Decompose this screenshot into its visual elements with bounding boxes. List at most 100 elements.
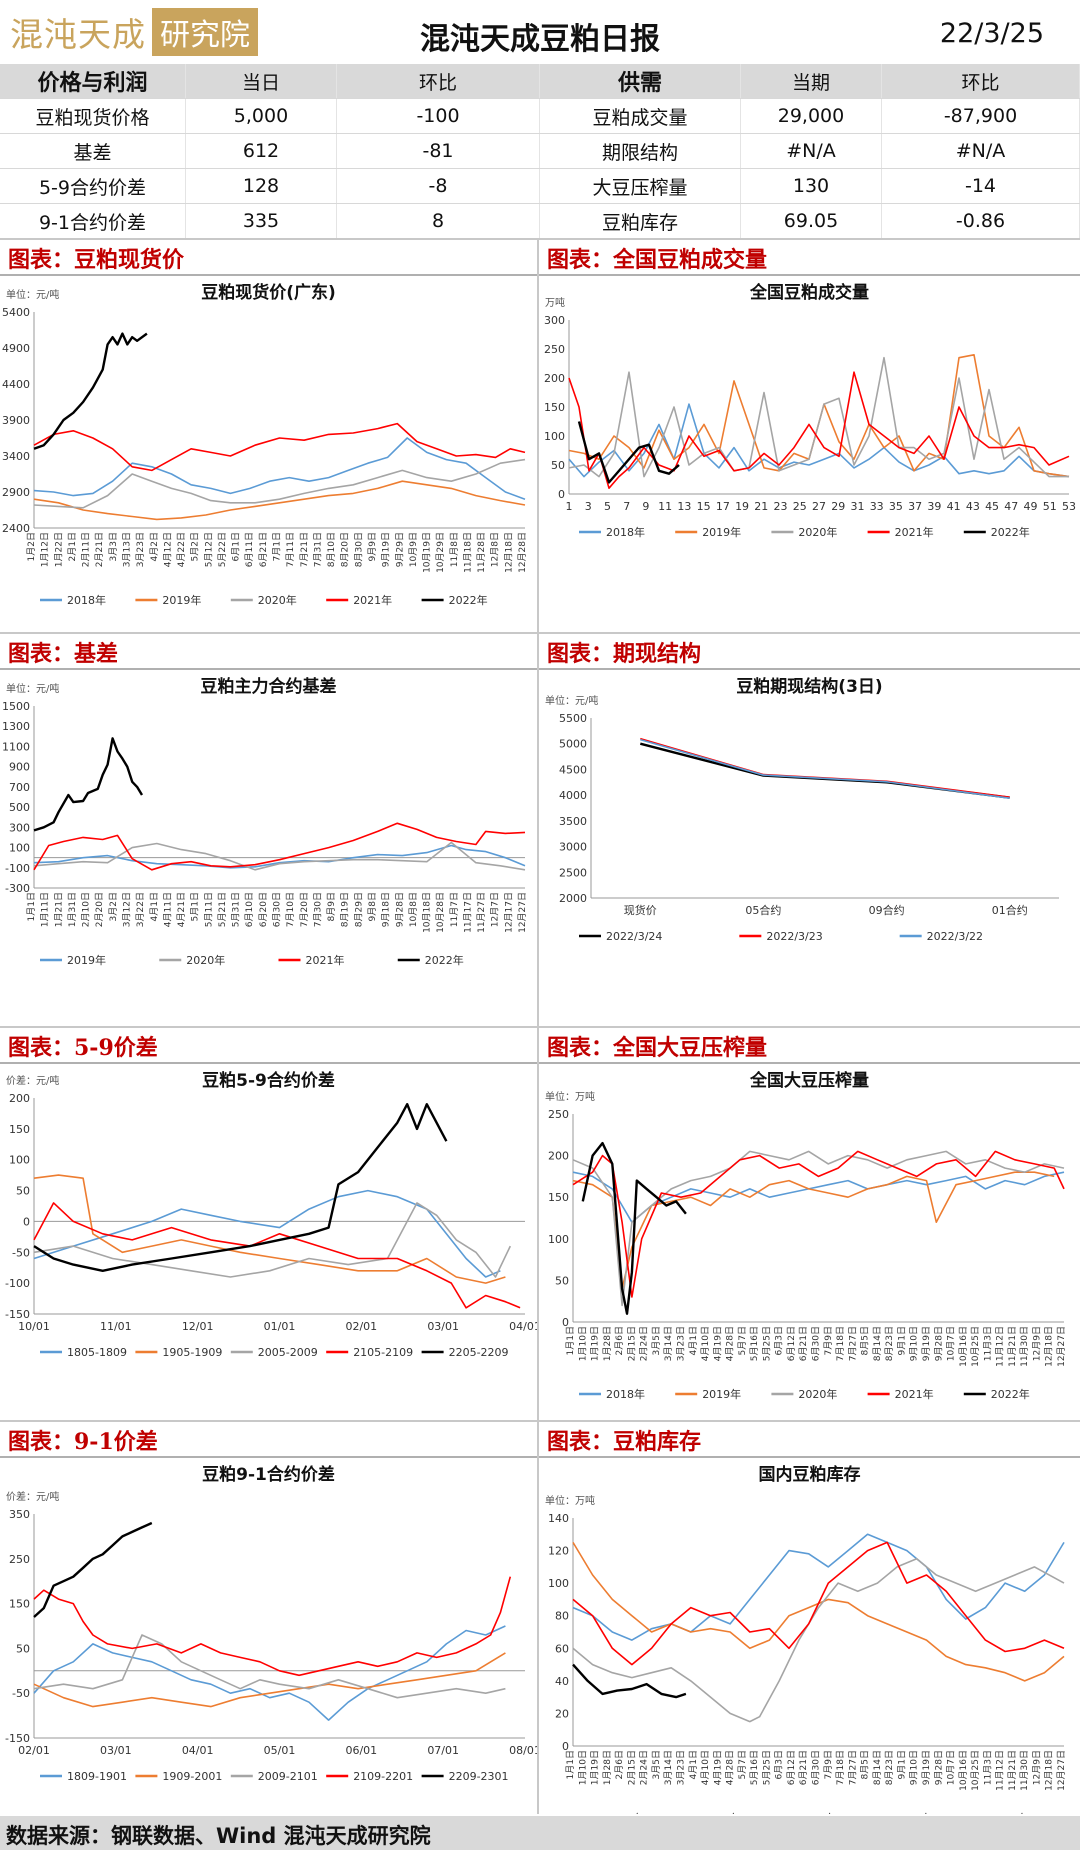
x-tick-label: 1月11日 [40,892,51,927]
y-tick-label: 150 [9,1123,30,1136]
x-tick-label: 5月21日 [217,892,228,927]
y-tick-label: 100 [544,430,565,443]
row-label: 豆粕成交量 [540,98,741,134]
y-tick-label: 120 [548,1545,569,1558]
x-tick-label: 3月12日 [121,892,132,927]
x-tick-label: 08/01 [509,1744,537,1757]
y-tick-label: 4400 [2,378,30,391]
x-tick-label: 13 [677,500,691,513]
series-line [568,371,1070,489]
legend-label: 2020年 [798,525,837,539]
x-tick-label: 06/01 [345,1744,377,1757]
chart-title: 豆粕主力合约基差 [201,676,337,697]
series-line [33,1634,506,1699]
panel-spot-price: 图表：豆粕现货价 豆粕现货价(广东) 单位：元/吨 2400 2900 3400 3900… [0,240,537,632]
cell-value: 69.05 [740,203,882,239]
series-line [568,356,1069,478]
x-tick-label: 12/01 [182,1320,214,1333]
x-tick-label: 5月1日 [190,892,201,921]
x-tick-label: 01/01 [264,1320,296,1333]
x-tick-label: 3月14日 [663,1750,674,1785]
x-tick-label: 2月6日 [614,1326,625,1355]
x-tick-label: 10月19日 [422,532,433,573]
divider [0,1026,1080,1028]
y-tick-label: 250 [548,1108,569,1121]
x-tick-label: 10月8日 [408,892,419,927]
series-line [572,1533,1065,1641]
x-tick-label: 8月9日 [326,892,337,921]
y-tick-label: 20 [555,1707,569,1720]
x-tick-label: 11 [658,500,672,513]
x-tick-label: 33 [870,500,884,513]
x-tick-label: 4月10日 [700,1326,711,1361]
x-tick-label: 7月18日 [835,1750,846,1785]
x-tick-label: 9月1日 [896,1326,907,1355]
x-tick-label: 11月18日 [462,532,473,573]
x-tick-label: 5月7日 [737,1750,748,1779]
x-tick-label: 8月19日 [340,892,351,927]
x-tick-label: 4月1日 [688,1326,699,1355]
x-tick-label: 2月20日 [94,892,105,927]
legend-label: 2020年 [798,1387,837,1401]
legend-label: 2022年 [991,1811,1030,1814]
x-tick-label: 8月5日 [860,1750,871,1779]
unit-label: 价差：元/吨 [6,1490,59,1503]
x-tick-label: 7月1日 [272,532,283,561]
x-tick-label: 1月21日 [53,892,64,927]
x-tick-label: 4月21日 [176,892,187,927]
x-tick-label: 12月27日 [1056,1326,1067,1367]
series-line [572,1663,687,1699]
y-tick-label: 0 [23,1215,30,1228]
row-label: 大豆压榨量 [540,168,741,204]
x-tick-label: 47 [1004,500,1018,513]
x-tick-label: 5月16日 [749,1326,760,1361]
cell-value: 128 [185,168,337,204]
x-tick-label: 17 [716,500,730,513]
x-tick-label: 1月1日 [565,1326,576,1355]
x-tick-label: 4月28日 [725,1326,736,1361]
x-tick-label: 8月20日 [340,532,351,567]
series-line [33,1189,501,1278]
series-line [33,422,526,472]
divider [0,238,1080,240]
table-row: 豆粕库存 69.05 -0.86 [540,203,1080,239]
legend-label: 2009-2101 [258,1770,318,1783]
row-label: 期限结构 [540,133,741,169]
x-tick-label: 6月3日 [774,1750,785,1779]
x-tick-label: 11月28日 [476,532,487,573]
x-tick-label: 10月29日 [435,532,446,573]
legend-label: 2022/3/23 [766,930,822,943]
x-tick-label: 4月22日 [176,532,187,567]
y-tick-label: 0 [562,1316,569,1329]
y-tick-label: 2900 [2,486,30,499]
x-tick-label: 3月2日 [108,892,119,921]
legend-label: 1805-1809 [67,1346,127,1359]
divider [539,274,1080,276]
x-tick-label: 3月13日 [121,532,132,567]
series-line [33,1576,512,1677]
x-tick-label: 1月19日 [590,1750,601,1785]
x-tick-label: 12月9日 [1031,1750,1042,1785]
x-tick-label: 8月14日 [872,1326,883,1361]
unit-label: 单位：元/吨 [6,682,59,695]
x-tick-label: 4月11日 [162,892,173,927]
x-tick-label: 9月19日 [921,1326,932,1361]
unit-label: 单位：万吨 [545,1494,595,1507]
x-tick-label: 9月9日 [367,532,378,561]
x-tick-label: 8月30日 [353,532,364,567]
table-row: 9-1合约价差 335 8 [0,203,540,239]
series-line [33,1202,512,1278]
x-tick-label: 8月10日 [326,532,337,567]
x-tick-label: 10/01 [18,1320,50,1333]
x-tick-label: 7月9日 [823,1326,834,1355]
chart-title: 豆粕9-1合约价差 [202,1464,335,1485]
col-header: 价格与利润 [0,64,186,99]
series-line [577,421,680,484]
y-tick-label: 200 [9,1092,30,1105]
y-tick-label: 900 [9,761,30,774]
y-tick-label: 200 [544,372,565,385]
y-tick-label: 3900 [2,414,30,427]
divider [0,1062,537,1064]
x-tick-label: 27 [812,500,826,513]
panel-heading: 图表：豆粕库存 [547,1429,702,1455]
